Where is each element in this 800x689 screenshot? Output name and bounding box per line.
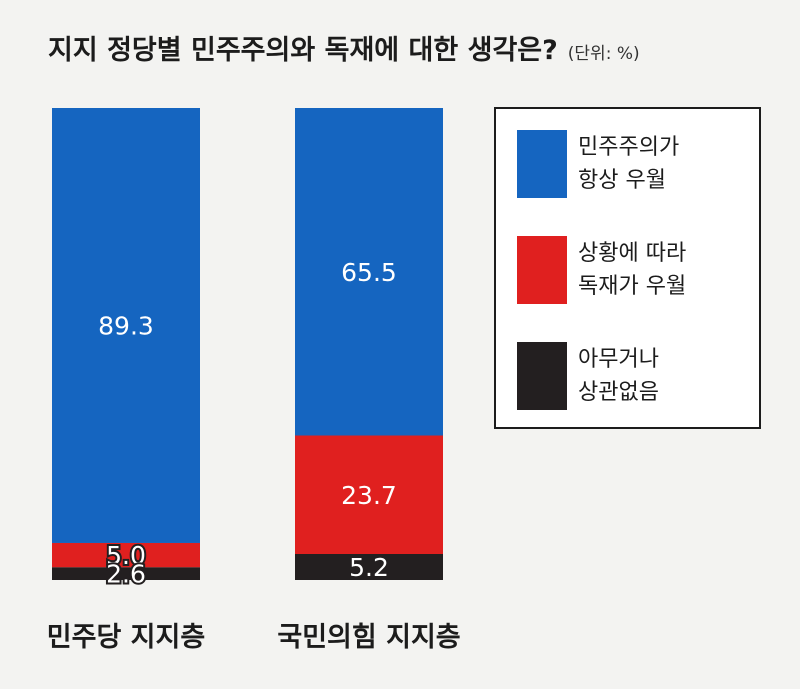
legend-swatch bbox=[517, 342, 567, 410]
legend-swatch bbox=[517, 236, 567, 304]
bar-segment bbox=[295, 108, 443, 436]
data-label: 2.6 bbox=[106, 560, 146, 589]
value-labels-group: 89.3 5.02.6 65.5 23.7 5.2 bbox=[98, 258, 397, 591]
bar-segment bbox=[52, 542, 200, 568]
chart-title: 지지 정당별 민주주의와 독재에 대한 생각은? (단위: %) bbox=[48, 28, 640, 67]
legend-label: 상관없음 bbox=[578, 380, 659, 405]
bar-segment bbox=[52, 108, 200, 543]
category-label: 민주당 지지층 bbox=[47, 622, 205, 653]
legend-label: 독재가 우월 bbox=[578, 274, 686, 299]
chart-title-text: 지지 정당별 민주주의와 독재에 대한 생각은? bbox=[48, 35, 558, 66]
unit-label: (단위: %) bbox=[567, 44, 640, 64]
data-label: 65.5 bbox=[341, 258, 397, 287]
legend-label: 상황에 따라 bbox=[578, 241, 686, 266]
category-labels-group: 민주당 지지층 국민의힘 지지층 bbox=[47, 622, 461, 653]
legend-label: 아무거나 bbox=[578, 347, 659, 372]
data-label: 5.2 bbox=[349, 553, 389, 582]
legend-label: 항상 우월 bbox=[578, 168, 666, 193]
data-label: 89.3 bbox=[98, 311, 154, 340]
bar-segment bbox=[52, 567, 200, 580]
legend-label: 민주주의가 bbox=[578, 135, 679, 160]
legend-swatch bbox=[517, 130, 567, 198]
category-label: 국민의힘 지지층 bbox=[277, 622, 460, 653]
data-label: 5.0 bbox=[106, 541, 146, 570]
bar-segment bbox=[295, 554, 443, 580]
data-label: 23.7 bbox=[341, 481, 397, 510]
bar-segment bbox=[295, 435, 443, 554]
bars-group bbox=[52, 108, 443, 580]
